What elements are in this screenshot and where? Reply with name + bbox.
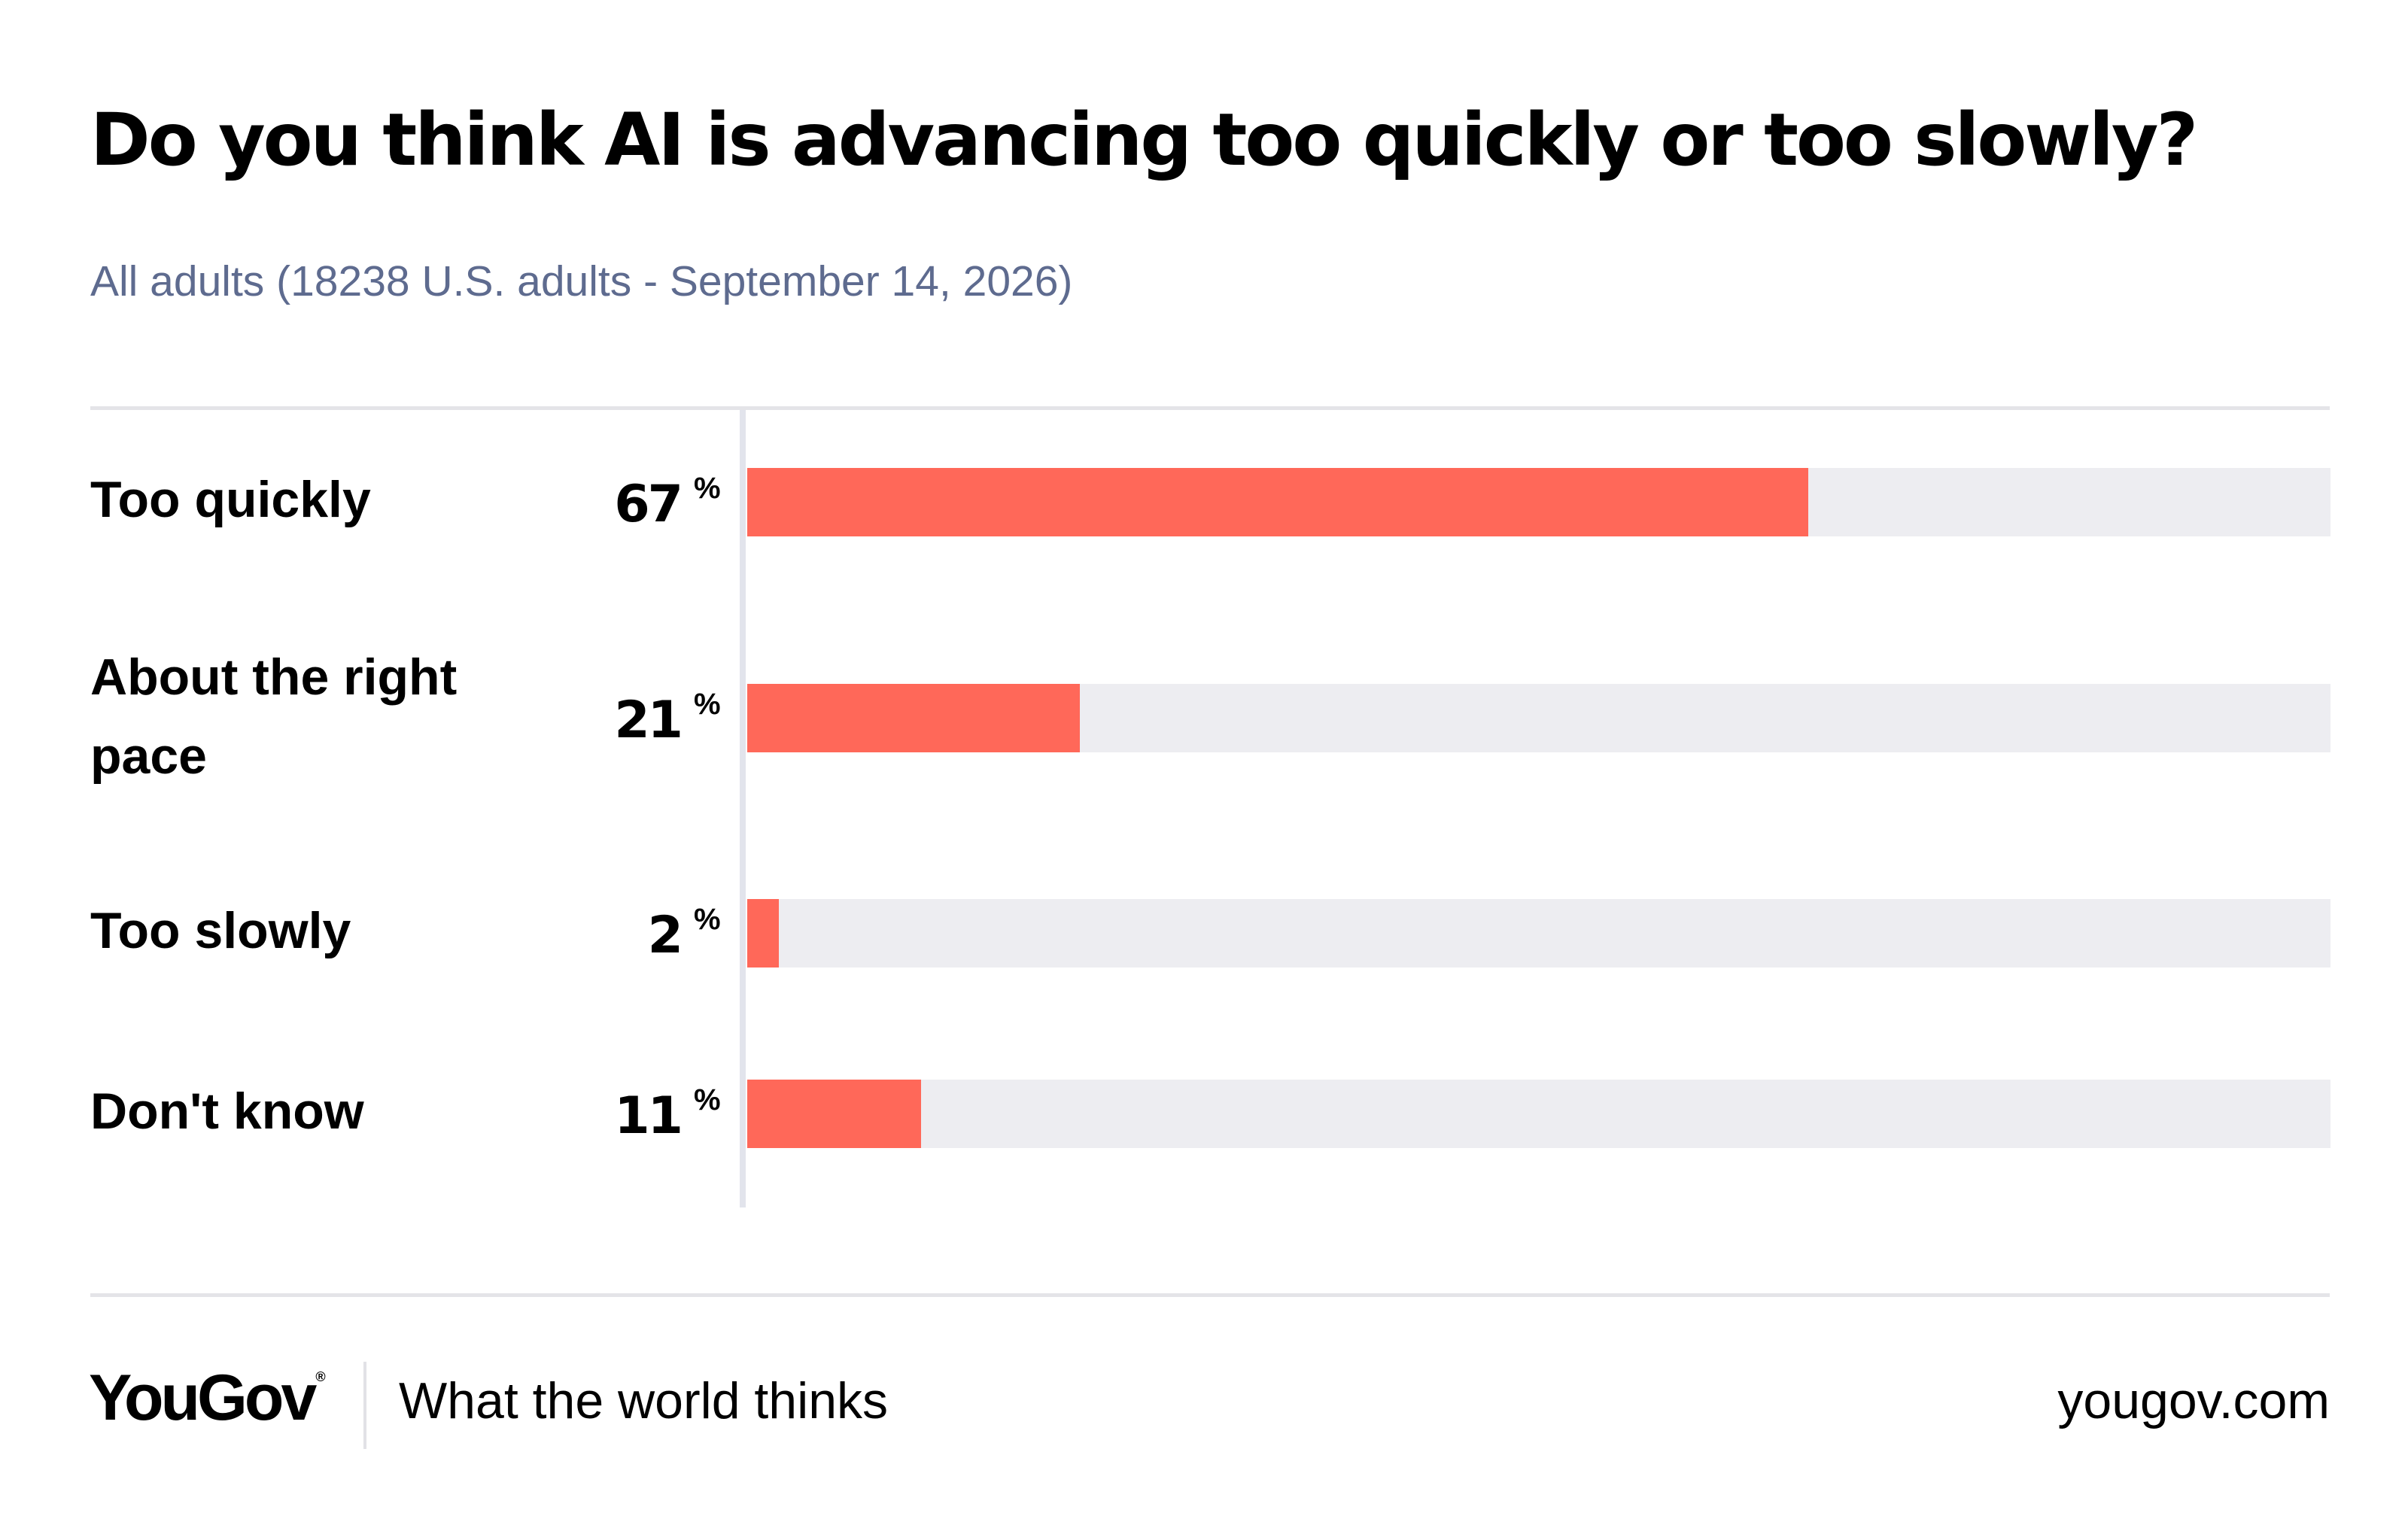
category-label: Too quickly [90,471,371,528]
bar [747,899,779,968]
logo-text: YouGov [89,1362,317,1434]
value-unit: % [694,1083,721,1116]
bar-track [747,468,2330,536]
value-unit: % [694,903,721,936]
site-link[interactable]: yougov.com [2057,1372,2330,1429]
value-unit: % [694,688,721,721]
chart-subtitle: All adults (18238 U.S. adults - Septembe… [90,257,1073,305]
value-label: 67 [614,475,683,534]
category-label: Don't know [90,1083,364,1140]
value-label: 11 [614,1086,683,1146]
bar-track [747,1080,2330,1148]
value-label: 2 [647,906,683,965]
registered-mark: ® [315,1369,326,1384]
bar [747,468,1808,536]
category-label: About the right pace [90,649,458,785]
bar-track [747,899,2330,968]
yougov-logo: YouGov ® [89,1365,326,1430]
bottom-rule [90,1293,2330,1297]
value-unit: % [694,472,721,505]
category-label: Too slowly [90,902,351,959]
chart-title: Do you think AI is advancing too quickly… [90,98,2198,182]
bar [747,1080,921,1148]
bar [747,684,1080,752]
tagline: What the world thinks [399,1372,889,1429]
top-rule [90,406,2330,410]
footer-divider [363,1362,366,1449]
bar-track [747,684,2330,752]
bar-baseline-axis [740,410,746,1207]
value-label: 21 [614,691,683,750]
